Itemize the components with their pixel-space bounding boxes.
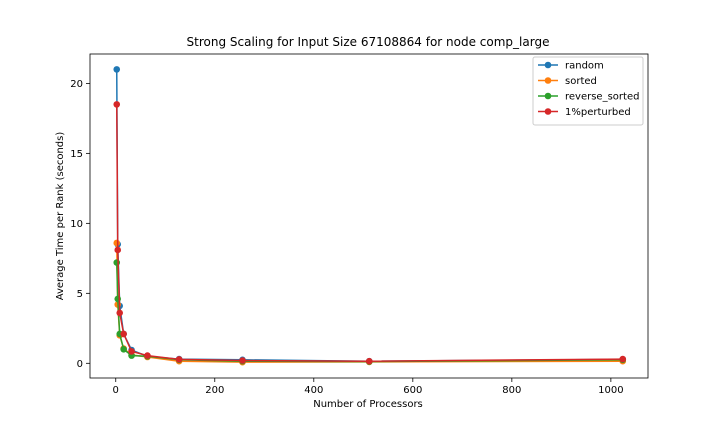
legend-marker (544, 77, 552, 84)
data-point (144, 352, 151, 359)
data-point (113, 239, 121, 247)
legend-marker (544, 108, 552, 115)
x-tick-label: 1000 (598, 385, 623, 396)
legend-frame (532, 56, 644, 126)
legend-item: 1%perturbed (538, 107, 631, 118)
data-point (619, 355, 627, 363)
y-tick-label: 10 (70, 219, 83, 230)
data-point (114, 246, 122, 254)
x-axis: 0 200 400 600 800 1000 (113, 378, 624, 396)
x-tick-label: 600 (403, 385, 422, 396)
series-group (113, 66, 627, 366)
x-tick-label: 800 (502, 385, 521, 396)
series-line (115, 104, 623, 362)
legend-item: sorted (538, 76, 597, 87)
data-point (116, 309, 124, 317)
data-point (128, 348, 135, 355)
series-1%perturbed (113, 101, 627, 365)
y-tick-label: 0 (77, 359, 83, 370)
y-tick-label: 15 (70, 149, 83, 160)
data-point (113, 66, 121, 73)
data-point (113, 101, 121, 108)
legend-label: random (565, 61, 604, 72)
data-point (175, 356, 183, 363)
legend-marker (544, 61, 552, 69)
x-tick-label: 0 (113, 385, 119, 396)
y-axis: 0 5 10 15 20 (70, 79, 90, 370)
data-point (120, 346, 127, 353)
x-tick-label: 200 (205, 385, 224, 396)
data-point (365, 357, 373, 365)
data-point (239, 357, 246, 364)
legend: random sorted reverse_sorted 1%perturbed (532, 56, 644, 126)
legend-label: sorted (565, 76, 597, 87)
y-axis-label: Average Time per Rank (seconds) (55, 132, 66, 301)
legend-item: reverse_sorted (538, 92, 639, 103)
y-tick-label: 20 (70, 79, 83, 90)
y-tick-label: 5 (77, 289, 83, 300)
x-tick-label: 400 (304, 385, 323, 396)
legend-marker (544, 92, 552, 100)
legend-label: 1%perturbed (565, 107, 631, 118)
x-axis-label: Number of Processors (313, 399, 423, 410)
data-point (120, 330, 127, 338)
legend-item: random (538, 61, 604, 72)
legend-label: reverse_sorted (565, 92, 639, 103)
chart-title: Strong Scaling for Input Size 67108864 f… (187, 35, 550, 49)
data-point (113, 259, 121, 266)
